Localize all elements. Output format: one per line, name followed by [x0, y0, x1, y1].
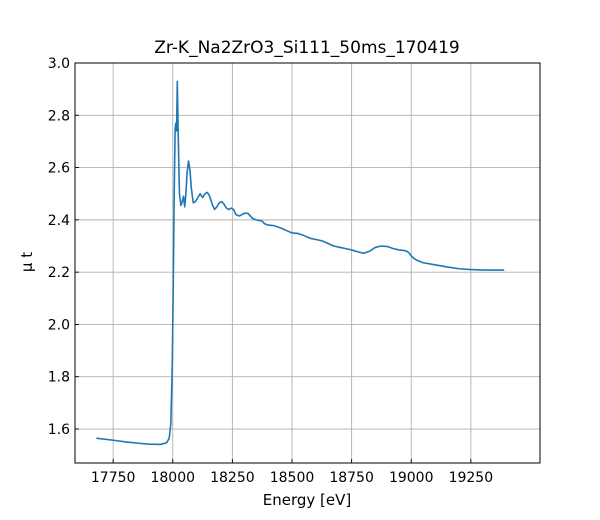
x-tick-label: 19000	[389, 470, 434, 486]
ticks: 17750 18000 18250 18500 18750 19000 19250 1.6 1.…	[48, 56, 493, 486]
chart-title: Zr-K_Na2ZrO3_Si111_50ms_170419	[154, 38, 460, 58]
x-tick-label: 18250	[210, 470, 255, 486]
x-tick-label: 18500	[270, 470, 315, 486]
y-tick-label: 2.8	[48, 108, 70, 124]
x-axis-label: Energy [eV]	[263, 491, 351, 509]
series-layer	[96, 80, 505, 446]
y-tick-label: 3.0	[48, 56, 70, 72]
y-tick-label: 1.8	[48, 370, 70, 386]
y-tick-label: 1.6	[48, 422, 70, 438]
series-line-0	[96, 80, 505, 446]
y-tick-label: 2.4	[48, 213, 70, 229]
y-tick-label: 2.0	[48, 317, 70, 333]
x-tick-label: 17750	[91, 470, 136, 486]
y-tick-label: 2.6	[48, 161, 70, 177]
y-tick-label: 2.2	[48, 265, 70, 281]
y-axis-label: μ t	[18, 252, 36, 272]
plot-frame	[74, 62, 541, 464]
grid	[75, 62, 540, 463]
x-tick-label: 19250	[449, 470, 494, 486]
x-tick-label: 18000	[150, 470, 195, 486]
x-tick-label: 18750	[329, 470, 374, 486]
